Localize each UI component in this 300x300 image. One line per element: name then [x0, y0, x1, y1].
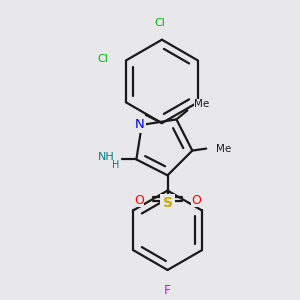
Text: O: O: [191, 194, 201, 207]
Text: F: F: [164, 284, 171, 297]
Text: S: S: [163, 196, 172, 210]
Text: Cl: Cl: [154, 18, 165, 28]
Text: Me: Me: [194, 100, 209, 110]
Text: Me: Me: [216, 144, 231, 154]
Text: O: O: [134, 194, 144, 207]
Text: N: N: [135, 118, 145, 131]
Text: H: H: [112, 160, 119, 170]
Text: NH: NH: [98, 152, 115, 162]
Text: Cl: Cl: [97, 54, 108, 64]
